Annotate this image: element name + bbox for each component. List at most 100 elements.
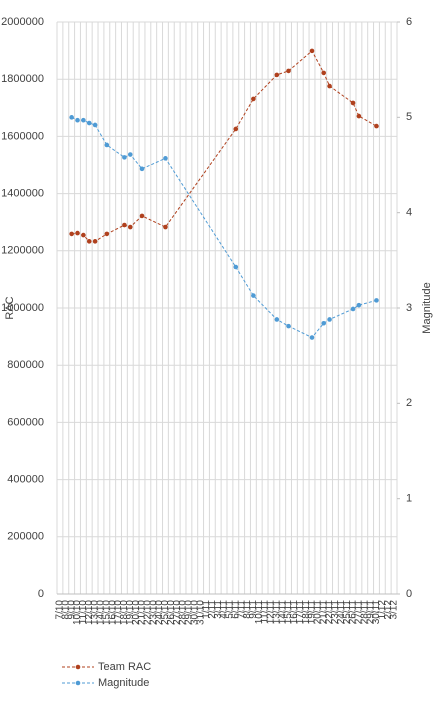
x-tick-label: 2/11 bbox=[207, 600, 218, 619]
data-point bbox=[75, 230, 80, 236]
x-tick-label: 7/10 bbox=[55, 600, 66, 620]
series-line bbox=[71, 116, 377, 339]
x-tick-label: 3/11 bbox=[213, 600, 224, 619]
x-tick-label: 12/11 bbox=[266, 600, 277, 625]
x-tick-label: 27/10 bbox=[172, 600, 183, 625]
x-tick-label: 24/11 bbox=[336, 600, 347, 625]
data-point bbox=[69, 231, 74, 237]
x-tick-label: 13/11 bbox=[271, 600, 282, 625]
x-tick-label: 2/12 bbox=[383, 600, 394, 620]
x-tick-label: 30/11 bbox=[371, 600, 382, 625]
data-point bbox=[327, 83, 332, 89]
x-tick-label: 14/11 bbox=[277, 600, 288, 625]
data-point bbox=[374, 298, 379, 303]
x-tick-label: 1/11 bbox=[201, 600, 212, 619]
data-point bbox=[122, 222, 127, 228]
x-tick-label: 21/10 bbox=[137, 600, 148, 625]
data-point bbox=[104, 231, 110, 237]
data-point bbox=[309, 335, 315, 340]
data-point bbox=[81, 117, 86, 123]
legend-label: Magnitude bbox=[98, 677, 149, 689]
data-point bbox=[163, 156, 168, 161]
x-tick-label: 31/10 bbox=[195, 600, 206, 625]
y-tick-label: 0 bbox=[38, 588, 44, 600]
data-point bbox=[350, 100, 356, 106]
x-tick-label: 12/10 bbox=[84, 600, 95, 625]
x-tick-label: 18/11 bbox=[301, 600, 312, 625]
legend-marker bbox=[75, 664, 81, 670]
x-tick-label: 17/10 bbox=[113, 600, 124, 625]
x-tick-label: 20/10 bbox=[131, 600, 142, 625]
data-point bbox=[163, 224, 168, 230]
data-point bbox=[92, 239, 98, 244]
x-tick-label: 23/10 bbox=[148, 600, 159, 625]
x-tick-label: 30/10 bbox=[189, 600, 200, 625]
x-tick-label: 24/10 bbox=[154, 600, 165, 625]
data-point bbox=[122, 155, 127, 160]
data-point bbox=[321, 70, 327, 76]
y-tick-label: 200000 bbox=[7, 531, 44, 543]
x-tick-label: 17/11 bbox=[295, 600, 306, 625]
data-point bbox=[327, 317, 332, 322]
data-point bbox=[92, 122, 98, 128]
y-tick-label: 400000 bbox=[7, 474, 44, 486]
x-tick-label: 20/11 bbox=[313, 600, 324, 625]
data-point bbox=[81, 232, 86, 238]
data-point bbox=[374, 123, 379, 129]
x-tick-label: 15/10 bbox=[101, 600, 112, 625]
y2-axis-title: Magnitude bbox=[421, 282, 433, 333]
x-tick-label: 22/11 bbox=[324, 600, 335, 625]
x-tick-label: 3/12 bbox=[389, 600, 400, 620]
x-tick-label: 1/12 bbox=[377, 600, 388, 620]
data-point bbox=[350, 306, 356, 312]
x-tick-label: 25/11 bbox=[342, 600, 353, 625]
data-point bbox=[233, 264, 239, 270]
x-tick-label: 28/10 bbox=[178, 600, 189, 625]
legend-label: Team RAC bbox=[98, 661, 151, 673]
x-tick-label: 18/10 bbox=[119, 600, 130, 625]
x-tick-label: 6/11 bbox=[230, 600, 241, 619]
x-tick-label: 22/10 bbox=[143, 600, 154, 625]
y2-tick-label: 3 bbox=[406, 302, 412, 314]
data-point bbox=[274, 317, 280, 322]
x-tick-label: 10/10 bbox=[72, 600, 83, 625]
x-tick-label: 29/11 bbox=[365, 600, 376, 625]
x-tick-label: 16/11 bbox=[289, 600, 300, 625]
x-tick-label: 19/10 bbox=[125, 600, 136, 625]
x-tick-label: 29/10 bbox=[184, 600, 195, 625]
x-tick-label: 27/11 bbox=[354, 600, 365, 625]
legend-marker bbox=[75, 680, 81, 686]
data-point bbox=[309, 48, 315, 54]
x-tick-label: 26/10 bbox=[166, 600, 177, 625]
y2-tick-label: 0 bbox=[406, 588, 412, 600]
data-point bbox=[233, 126, 239, 132]
data-point bbox=[127, 224, 133, 230]
y-axis-title: RAC bbox=[4, 296, 16, 319]
data-point bbox=[321, 320, 327, 326]
x-tick-label: 16/10 bbox=[107, 600, 118, 625]
x-tick-label: 19/11 bbox=[307, 600, 318, 625]
x-tick-label: 9/10 bbox=[66, 600, 77, 620]
y-tick-label: 2000000 bbox=[1, 16, 44, 28]
y-tick-label: 1200000 bbox=[1, 245, 44, 257]
x-tick-label: 26/11 bbox=[348, 600, 359, 625]
x-tick-label: 8/10 bbox=[60, 600, 71, 620]
data-point bbox=[139, 166, 145, 172]
data-point bbox=[104, 142, 110, 148]
x-tick-label: 11/11 bbox=[260, 600, 271, 624]
y-tick-label: 1600000 bbox=[1, 130, 44, 142]
y2-tick-label: 1 bbox=[406, 493, 412, 505]
data-point bbox=[69, 115, 74, 120]
x-tick-label: 15/11 bbox=[283, 600, 294, 625]
data-point bbox=[127, 152, 133, 157]
x-tick-label: 7/11 bbox=[236, 600, 247, 619]
data-point bbox=[356, 302, 362, 308]
x-tick-label: 14/10 bbox=[96, 600, 107, 625]
data-point bbox=[86, 120, 92, 126]
x-tick-label: 28/11 bbox=[359, 600, 370, 625]
data-point bbox=[286, 68, 291, 74]
y2-tick-label: 5 bbox=[406, 111, 412, 123]
x-tick-label: 9/11 bbox=[248, 600, 259, 619]
data-point bbox=[139, 213, 145, 219]
